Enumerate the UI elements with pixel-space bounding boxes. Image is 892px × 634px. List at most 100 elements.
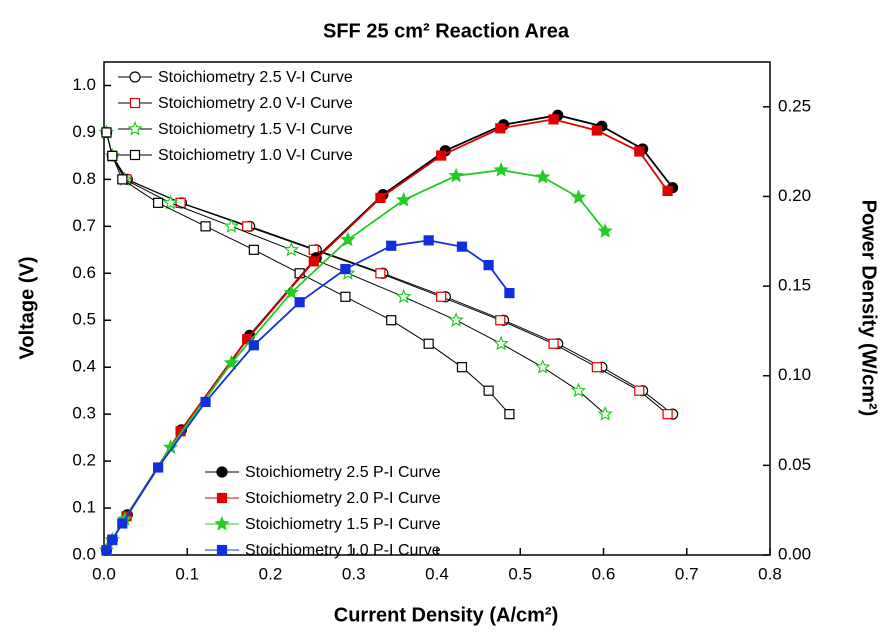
- marker: [101, 127, 112, 138]
- y-tick-label: 0.0: [72, 544, 96, 563]
- y2-tick-label: 0.25: [778, 96, 811, 115]
- marker: [448, 312, 464, 327]
- marker: [548, 114, 559, 125]
- marker: [436, 291, 447, 302]
- marker: [495, 123, 506, 134]
- x-tick-label: 0.3: [342, 564, 366, 583]
- marker: [493, 162, 509, 177]
- marker: [570, 382, 587, 398]
- marker: [634, 385, 645, 396]
- marker: [423, 235, 434, 246]
- legend-marker: [216, 492, 228, 504]
- x-tick-label: 0.2: [259, 564, 283, 583]
- marker: [504, 409, 515, 420]
- marker: [504, 287, 515, 299]
- x-axis-label: Current Density (A/cm²): [334, 604, 558, 626]
- marker: [248, 244, 259, 255]
- y-tick-label: 1.0: [72, 75, 96, 94]
- marker: [340, 231, 356, 247]
- marker: [375, 192, 386, 203]
- x-tick-label: 0.1: [175, 564, 199, 583]
- marker: [662, 185, 673, 196]
- legend-marker: [129, 71, 141, 83]
- legend-marker: [216, 466, 228, 478]
- y2-tick-label: 0.15: [778, 276, 811, 295]
- x-tick-label: 0.8: [758, 564, 782, 583]
- marker: [101, 545, 112, 556]
- y2-tick-label: 0.20: [778, 186, 811, 205]
- marker: [162, 194, 179, 210]
- series-line: [105, 114, 674, 551]
- y2-tick-label: 0.10: [778, 365, 811, 384]
- marker: [597, 406, 613, 421]
- marker: [200, 221, 211, 232]
- marker: [153, 197, 164, 208]
- y-tick-label: 0.9: [72, 122, 96, 141]
- y-tick-label: 0.8: [72, 169, 96, 188]
- legend-marker: [129, 149, 141, 161]
- marker: [107, 534, 118, 545]
- legend-label: Stoichiometry 1.0 V-I Curve: [158, 147, 353, 164]
- marker: [535, 359, 551, 374]
- marker: [242, 221, 253, 232]
- legend-marker: [216, 544, 228, 556]
- y2-tick-label: 0.00: [778, 544, 811, 563]
- legend-label: Stoichiometry 2.0 P-I Curve: [245, 490, 441, 507]
- marker: [223, 354, 240, 370]
- y-tick-label: 0.3: [72, 404, 96, 423]
- series-line: [106, 132, 510, 415]
- marker: [535, 169, 551, 184]
- marker: [200, 396, 211, 408]
- series-line: [106, 132, 673, 415]
- y-tick-label: 0.5: [72, 310, 96, 329]
- marker: [456, 241, 468, 252]
- marker: [493, 335, 509, 351]
- y-tick-label: 0.2: [72, 451, 96, 470]
- marker: [634, 146, 645, 157]
- marker: [436, 150, 447, 161]
- y2-axis-label: Power Density (W/cm²): [858, 200, 880, 417]
- marker: [283, 284, 300, 300]
- legend-label: Stoichiometry 1.5 P-I Curve: [245, 516, 441, 533]
- y-tick-label: 0.6: [72, 263, 96, 282]
- marker: [548, 338, 559, 349]
- y-tick-label: 0.7: [72, 216, 96, 235]
- marker: [223, 218, 240, 233]
- marker: [340, 291, 351, 302]
- marker: [308, 256, 319, 267]
- legend-label: Stoichiometry 2.5 V-I Curve: [158, 69, 353, 86]
- legend-label: Stoichiometry 2.0 V-I Curve: [158, 95, 353, 112]
- chart-title: SFF 25 cm² Reaction Area: [323, 20, 570, 42]
- marker: [570, 189, 587, 204]
- series-line: [105, 118, 669, 551]
- x-tick-label: 0.4: [425, 564, 449, 583]
- y-tick-label: 0.1: [72, 498, 96, 517]
- legend-label: Stoichiometry 2.5 P-I Curve: [245, 464, 441, 481]
- marker: [591, 125, 602, 136]
- y2-tick-label: 0.05: [778, 455, 811, 474]
- x-tick-label: 0.5: [508, 564, 532, 583]
- marker: [117, 174, 128, 185]
- marker: [386, 315, 397, 326]
- marker: [107, 150, 118, 162]
- legend-marker: [214, 515, 230, 531]
- marker: [117, 518, 128, 529]
- marker: [448, 167, 464, 183]
- y-axis-label: Voltage (V): [16, 257, 38, 360]
- legend-marker: [129, 97, 141, 109]
- marker: [340, 263, 351, 275]
- legend-marker: [127, 120, 143, 136]
- x-tick-label: 0.0: [92, 564, 116, 583]
- marker: [153, 462, 164, 473]
- x-tick-label: 0.6: [592, 564, 616, 583]
- marker: [597, 223, 613, 238]
- legend-label: Stoichiometry 1.0 P-I Curve: [245, 542, 441, 559]
- marker: [248, 340, 259, 351]
- marker: [662, 409, 673, 420]
- marker: [283, 241, 299, 257]
- marker: [456, 362, 468, 373]
- marker: [483, 260, 494, 271]
- legend-label: Stoichiometry 1.5 V-I Curve: [158, 121, 353, 138]
- marker: [483, 385, 494, 396]
